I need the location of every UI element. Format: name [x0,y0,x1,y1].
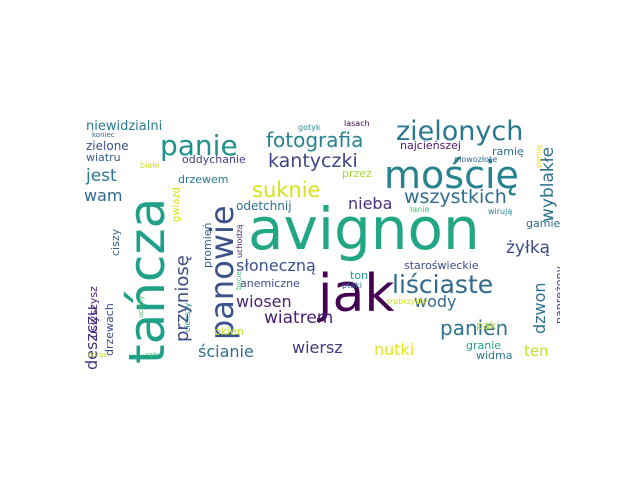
word: okien [214,325,244,338]
word: wiosen [236,292,292,311]
word: naprężony [553,266,560,324]
word: zielonych [396,116,524,147]
word: wiatru [86,151,121,164]
word: panien [440,316,509,340]
word: mościę [384,153,519,197]
word: panie [160,129,238,162]
word: wiersz [292,338,343,357]
word: ścianie [198,342,254,361]
word: ciszy [109,228,122,256]
word: anemiczne [240,277,300,290]
word: łanie [410,205,430,214]
word: lasach [344,119,370,128]
word: słoneczną [236,256,316,275]
word: drzewem [178,173,229,186]
word: ten [524,342,549,360]
word: odetchnij [236,199,292,213]
word: drzewach [103,303,116,356]
word: wam [84,186,123,205]
word: usłyszysz [87,286,100,338]
word-cloud: avignon tańcza jak mościę panowie zielon… [80,100,560,370]
word: gwiazd [171,186,182,222]
word: płowozłote [454,155,498,164]
word: nieba [348,194,393,213]
word: coraz [88,351,107,359]
word: ziemię [535,145,543,168]
word: promień [201,222,214,268]
word: tańcza [118,197,176,364]
word: cichszy [183,302,192,332]
word: wirują [488,207,513,216]
word: nutki [374,340,415,359]
word: wszystkich [404,186,507,208]
word: widma [476,349,513,362]
word: oddychanie [182,153,246,166]
word: uchodzą [235,224,244,258]
word: staroświeckie [404,259,479,272]
word: avignon [248,195,480,263]
word: srebrzysty [386,297,428,306]
word: kantyczki [268,150,358,172]
word: najcieńszej [400,139,461,152]
word: liściaste [392,270,494,299]
word: przez [342,167,372,180]
word: jak [318,264,395,324]
word: wody [414,292,457,311]
word: zielone [86,139,129,153]
word: białe [140,161,160,170]
word: żyłką [506,238,551,258]
word: fotografia [266,128,364,152]
word: pąki [476,319,500,332]
word: gotyk [298,123,321,132]
word: ton [350,269,369,282]
word: wiatrem [264,308,334,328]
word: gamie [526,217,560,230]
word: ramię [492,145,524,158]
word: bycie [235,271,243,290]
word: rąk [146,351,158,359]
word: ptaki [342,281,362,290]
word: jest [86,166,117,186]
word: dzwon [530,282,549,334]
word: suknie [252,178,321,202]
word: granie [466,339,502,352]
word: ucieky [137,295,145,318]
word: niewidzialni [86,119,163,134]
word: koniec [92,131,115,139]
